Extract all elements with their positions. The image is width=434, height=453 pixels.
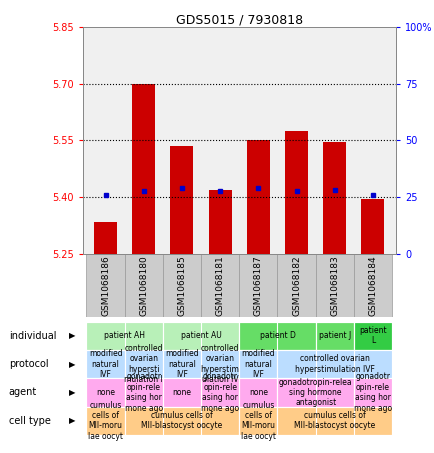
Bar [277,407,391,435]
Bar [86,350,125,378]
Bar [353,322,391,350]
Title: GDS5015 / 7930818: GDS5015 / 7930818 [175,13,302,26]
Bar [315,254,353,317]
Text: modified
natural
IVF: modified natural IVF [89,349,122,379]
Bar [239,254,277,317]
Bar [208,189,231,254]
Text: cumulus cells of
MII-blastocyst oocyte: cumulus cells of MII-blastocyst oocyte [293,411,375,430]
Text: none: none [96,388,115,397]
Bar [239,322,315,350]
Bar [277,350,391,378]
Text: cumulus
cells of
MII-moru
lae oocyt: cumulus cells of MII-moru lae oocyt [240,400,275,441]
Bar [353,254,391,317]
Bar [125,407,239,435]
Text: GSM1068181: GSM1068181 [215,255,224,316]
Text: none: none [172,388,191,397]
Text: patient
L: patient L [358,326,386,346]
Text: cell type: cell type [9,416,50,426]
Text: gonadotr
opin-rele
asing hor
mone ago: gonadotr opin-rele asing hor mone ago [353,372,391,413]
Bar [94,222,117,254]
Text: ▶: ▶ [69,331,75,340]
Text: GSM1068180: GSM1068180 [139,255,148,316]
Text: modified
natural
IVF: modified natural IVF [165,349,198,379]
Text: controlled
ovarian
hyperstim
ulation IV: controlled ovarian hyperstim ulation IV [200,344,239,384]
Text: none: none [248,388,267,397]
Bar [125,350,162,378]
Bar [86,407,125,435]
Text: gonadotr
opin-rele
asing hor
mone ago: gonadotr opin-rele asing hor mone ago [125,372,162,413]
Text: GSM1068182: GSM1068182 [291,255,300,316]
Text: GSM1068184: GSM1068184 [368,255,377,316]
Bar [201,350,239,378]
Bar [86,378,125,407]
Bar [86,322,162,350]
Bar [353,378,391,407]
Text: GSM1068185: GSM1068185 [177,255,186,316]
Text: GSM1068183: GSM1068183 [329,255,339,316]
Bar [247,140,269,254]
Bar [170,146,193,254]
Text: ▶: ▶ [69,416,75,425]
Text: modified
natural
IVF: modified natural IVF [241,349,275,379]
Bar [361,199,384,254]
Bar [239,378,277,407]
Bar [322,142,345,254]
Bar [162,254,201,317]
Bar [284,131,307,254]
Text: ▶: ▶ [69,360,75,369]
Text: agent: agent [9,387,37,397]
Text: ▶: ▶ [69,388,75,397]
Bar [201,254,239,317]
Text: patient J: patient J [318,331,350,340]
Bar [86,254,125,317]
Text: individual: individual [9,331,56,341]
Text: protocol: protocol [9,359,48,369]
Bar [125,378,162,407]
Bar [201,378,239,407]
Text: patient D: patient D [259,331,295,340]
Text: gonadotropin-relea
sing hormone
antagonist: gonadotropin-relea sing hormone antagoni… [278,377,352,407]
Bar [162,322,239,350]
Text: controlled ovarian
hyperstimulation IVF: controlled ovarian hyperstimulation IVF [294,354,374,374]
Text: cumulus cells of
MII-blastocyst oocyte: cumulus cells of MII-blastocyst oocyte [141,411,222,430]
Text: controlled
ovarian
hypersti
mulation I: controlled ovarian hypersti mulation I [124,344,163,384]
Bar [277,378,353,407]
Bar [125,254,162,317]
Bar [132,84,155,254]
Text: patient AU: patient AU [180,331,221,340]
Bar [315,322,353,350]
Text: patient AH: patient AH [104,331,145,340]
Text: gonadotr
opin-rele
asing hor
mone ago: gonadotr opin-rele asing hor mone ago [201,372,239,413]
Bar [162,350,201,378]
Bar [277,254,315,317]
Text: cumulus
cells of
MII-moru
lae oocyt: cumulus cells of MII-moru lae oocyt [88,400,123,441]
Text: GSM1068187: GSM1068187 [253,255,262,316]
Text: GSM1068186: GSM1068186 [101,255,110,316]
Bar [239,350,277,378]
Bar [162,378,201,407]
Bar [239,407,277,435]
